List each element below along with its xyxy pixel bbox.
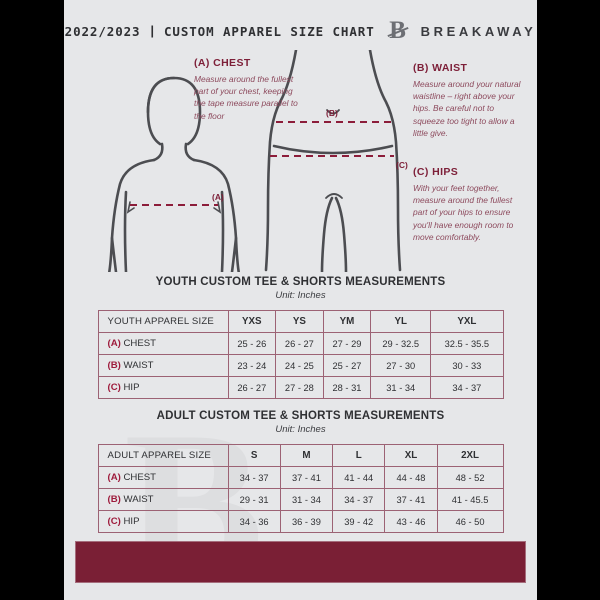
hips-measure-label: (C) (396, 160, 408, 170)
youth-col-5: YXL (430, 310, 504, 333)
adult-section-title: ADULT CUSTOM TEE & SHORTS MEASUREMENTS (156, 410, 445, 422)
adult-cell-0-4: 48 - 52 (436, 466, 504, 489)
youth-col-1: YXS (227, 310, 277, 333)
note-hips-title: (C) HIPS (413, 166, 459, 178)
youth-cell-0-3: 29 - 32.5 (370, 332, 432, 355)
youth-row-2-tag: (C) (107, 382, 121, 393)
adult-cell-0-2: 41 - 44 (332, 466, 386, 489)
page-title: CUSTOM APPAREL SIZE CHART (163, 23, 375, 39)
chest-measure-label: (A) (212, 192, 224, 202)
adult-size-table: ADULT APPAREL SIZE S M L XL 2XL (A) CHES… (97, 444, 504, 533)
youth-cell-1-2: 25 - 27 (322, 354, 372, 377)
adult-col-1: S (227, 444, 281, 467)
youth-col-2: YS (275, 310, 324, 333)
youth-cell-1-1: 24 - 25 (275, 354, 324, 377)
youth-section: YOUTH CUSTOM TEE & SHORTS MEASUREMENTS U… (64, 276, 537, 399)
header-separator: | (150, 24, 154, 38)
adult-section-unit: Unit: Inches (275, 424, 326, 435)
youth-size-table: YOUTH APPAREL SIZE YXS YS YM YL YXL (A) … (97, 310, 504, 399)
youth-row-1-name: WAIST (123, 360, 154, 371)
adult-cell-0-0: 34 - 37 (227, 466, 281, 489)
adult-row-2-label: (C) HIP (97, 510, 229, 533)
youth-cell-1-0: 23 - 24 (227, 354, 277, 377)
youth-cell-0-2: 27 - 29 (322, 332, 372, 355)
measurement-diagram: (A) (B) (C) (A) CHEST Measure around the… (64, 50, 537, 272)
table-row: (C) HIP 34 - 36 36 - 39 39 - 42 43 - 46 … (97, 510, 504, 533)
youth-cell-2-2: 28 - 31 (322, 376, 372, 399)
youth-row-2-label: (C) HIP (97, 376, 229, 399)
adult-col-0: ADULT APPAREL SIZE (97, 444, 229, 467)
adult-cell-0-3: 44 - 48 (384, 466, 438, 489)
adult-col-4: XL (384, 444, 438, 467)
adult-row-1-name: WAIST (123, 494, 154, 505)
youth-header-row: YOUTH APPAREL SIZE YXS YS YM YL YXL (97, 310, 504, 333)
youth-col-4: YL (370, 310, 432, 333)
adult-header-row: ADULT APPAREL SIZE S M L XL 2XL (97, 444, 504, 467)
youth-section-unit: Unit: Inches (275, 290, 326, 301)
youth-cell-0-1: 26 - 27 (275, 332, 324, 355)
adult-col-2: M (279, 444, 334, 467)
adult-cell-2-0: 34 - 36 (227, 510, 281, 533)
footer-bar (75, 541, 526, 583)
note-waist-title: (B) WAIST (413, 62, 468, 74)
youth-row-2-name: HIP (123, 382, 140, 393)
youth-col-3: YM (322, 310, 372, 333)
adult-cell-2-2: 39 - 42 (332, 510, 386, 533)
youth-row-0-tag: (A) (107, 338, 121, 349)
note-chest-body: Measure around the fullest part of your … (194, 74, 298, 121)
adult-col-3: L (332, 444, 386, 467)
table-row: (A) CHEST 34 - 37 37 - 41 41 - 44 44 - 4… (97, 466, 504, 489)
youth-cell-2-3: 31 - 34 (370, 376, 432, 399)
note-chest-title: (A) CHEST (194, 57, 251, 69)
size-chart-page: B 2022/2023 | CUSTOM APPAREL SIZE CHART … (64, 0, 537, 600)
table-row: (C) HIP 26 - 27 27 - 28 28 - 31 31 - 34 … (97, 376, 504, 399)
adult-col-5: 2XL (436, 444, 504, 467)
youth-row-0-label: (A) CHEST (97, 332, 229, 355)
youth-row-1-label: (B) WAIST (97, 354, 229, 377)
adult-cell-1-0: 29 - 31 (227, 488, 281, 511)
adult-cell-1-3: 37 - 41 (384, 488, 438, 511)
adult-row-0-name: CHEST (123, 472, 157, 483)
youth-row-1-tag: (B) (107, 360, 121, 371)
adult-cell-0-1: 37 - 41 (279, 466, 334, 489)
adult-cell-1-1: 31 - 34 (279, 488, 334, 511)
youth-cell-0-4: 32.5 - 35.5 (430, 332, 504, 355)
waist-measure-label: (B) (326, 108, 338, 118)
adult-cell-2-1: 36 - 39 (279, 510, 334, 533)
adult-section: ADULT CUSTOM TEE & SHORTS MEASUREMENTS U… (64, 410, 537, 533)
youth-cell-2-0: 26 - 27 (227, 376, 277, 399)
adult-row-0-tag: (A) (107, 472, 121, 483)
adult-cell-1-4: 41 - 45.5 (436, 488, 504, 511)
youth-cell-1-3: 27 - 30 (370, 354, 432, 377)
table-row: (B) WAIST 23 - 24 24 - 25 25 - 27 27 - 3… (97, 354, 504, 377)
youth-cell-0-0: 25 - 26 (227, 332, 277, 355)
adult-cell-2-4: 46 - 50 (436, 510, 504, 533)
note-waist: (B) WAIST Measure around your natural wa… (413, 62, 525, 139)
note-hips-body: With your feet together, measure around … (413, 183, 514, 242)
adult-cell-2-3: 43 - 46 (384, 510, 438, 533)
table-row: (B) WAIST 29 - 31 31 - 34 34 - 37 37 - 4… (97, 488, 504, 511)
youth-cell-2-1: 27 - 28 (275, 376, 324, 399)
adult-row-1-label: (B) WAIST (97, 488, 229, 511)
youth-row-0-name: CHEST (123, 338, 157, 349)
adult-row-1-tag: (B) (107, 494, 121, 505)
body-figures-svg (107, 50, 402, 272)
youth-cell-2-4: 34 - 37 (430, 376, 504, 399)
adult-row-2-tag: (C) (107, 516, 121, 527)
note-hips: (C) HIPS With your feet together, measur… (413, 166, 525, 243)
page-header: 2022/2023 | CUSTOM APPAREL SIZE CHART B … (64, 14, 537, 48)
youth-section-title: YOUTH CUSTOM TEE & SHORTS MEASUREMENTS (155, 276, 446, 288)
brand-name: BREAKAWAY (420, 23, 537, 39)
youth-cell-1-4: 30 - 33 (430, 354, 504, 377)
adult-cell-1-2: 34 - 37 (332, 488, 386, 511)
adult-row-0-label: (A) CHEST (97, 466, 229, 489)
note-chest: (A) CHEST Measure around the fullest par… (194, 57, 302, 122)
brand-monogram-icon: B (385, 17, 411, 45)
adult-row-2-name: HIP (123, 516, 140, 527)
header-season: 2022/2023 (64, 23, 141, 39)
youth-col-0: YOUTH APPAREL SIZE (97, 310, 229, 333)
table-row: (A) CHEST 25 - 26 26 - 27 27 - 29 29 - 3… (97, 332, 504, 355)
note-waist-body: Measure around your natural waistline – … (413, 79, 521, 138)
